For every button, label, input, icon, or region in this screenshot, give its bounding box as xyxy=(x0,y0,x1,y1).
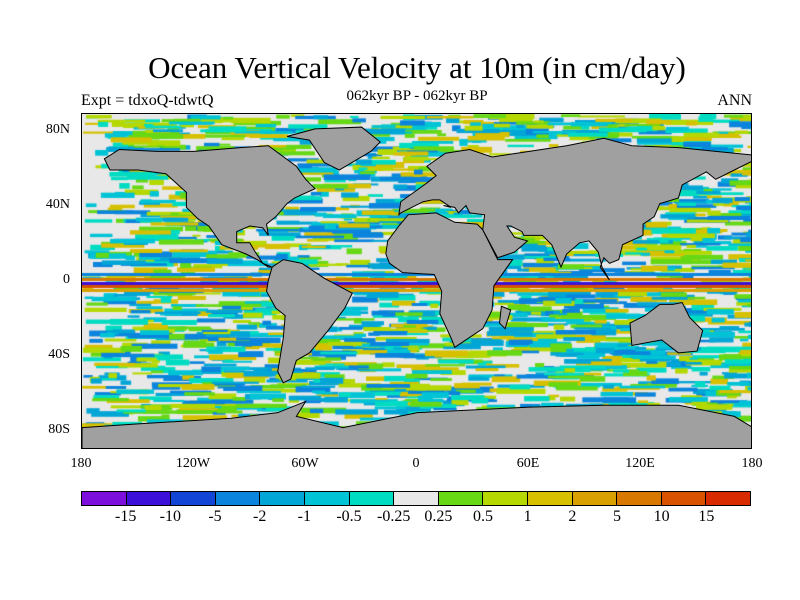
colorbar-label: 10 xyxy=(653,508,670,525)
colorbar-swatch xyxy=(171,492,216,505)
colorbar-label: -10 xyxy=(159,508,181,525)
colorbar-swatch xyxy=(394,492,439,505)
colorbar-swatch xyxy=(126,492,172,505)
colorbar xyxy=(81,491,751,506)
colorbar-swatch xyxy=(82,492,127,505)
landmass xyxy=(385,212,514,349)
colorbar-label: -15 xyxy=(114,508,137,525)
colorbar-swatch xyxy=(527,492,573,505)
lat-label: 40N xyxy=(45,197,70,212)
colorbar-swatch xyxy=(661,492,707,505)
landmass xyxy=(629,301,704,354)
lat-label: 80S xyxy=(48,422,70,437)
colorbar-label: -5 xyxy=(208,508,222,525)
lon-label: 180 xyxy=(70,456,92,471)
period-label: 062kyr BP - 062kyr BP xyxy=(346,88,488,104)
colorbar-label: 15 xyxy=(698,508,715,525)
lon-label: 120W xyxy=(175,456,211,471)
colorbar-swatch xyxy=(438,492,484,505)
colorbar-swatch xyxy=(304,492,350,505)
landmass xyxy=(286,126,381,171)
lon-label: 60W xyxy=(291,456,319,471)
colorbar-swatch xyxy=(617,492,662,505)
colorbar-label: -0.5 xyxy=(336,508,362,525)
colorbar-swatch xyxy=(572,492,618,505)
colorbar-label: 2 xyxy=(568,508,577,525)
colorbar-swatch xyxy=(706,492,750,505)
plot-title: Ocean Vertical Velocity at 10m (in cm/da… xyxy=(148,50,686,85)
lon-label: 60E xyxy=(516,456,540,471)
lon-label: 0 xyxy=(412,456,420,471)
season-label: ANN xyxy=(717,92,752,109)
lat-label: 0 xyxy=(63,272,70,287)
experiment-label: Expt = tdxoQ-tdwtQ xyxy=(81,92,214,109)
map-panel xyxy=(81,113,752,449)
colorbar-label: 0.5 xyxy=(473,508,493,525)
colorbar-swatch xyxy=(260,492,305,505)
land-mask xyxy=(82,126,751,448)
colorbar-swatch xyxy=(215,492,261,505)
lon-label: 120E xyxy=(625,456,655,471)
colorbar-label: -1 xyxy=(297,508,311,525)
colorbar-label: -0.25 xyxy=(376,508,411,525)
lat-label: 80N xyxy=(45,122,70,137)
landmass xyxy=(398,137,751,281)
colorbar-swatch xyxy=(483,492,528,505)
lon-label: 180 xyxy=(741,456,763,471)
landmass xyxy=(82,400,751,448)
landmass xyxy=(266,259,353,384)
landmass xyxy=(103,145,316,268)
colorbar-label: -2 xyxy=(252,508,267,525)
colorbar-label: 5 xyxy=(613,508,621,525)
colorbar-label: 1 xyxy=(523,508,532,525)
colorbar-swatch xyxy=(349,492,395,505)
colorbar-label: 0.25 xyxy=(424,508,453,525)
lat-label: 40S xyxy=(48,347,70,362)
landmass xyxy=(498,305,512,330)
